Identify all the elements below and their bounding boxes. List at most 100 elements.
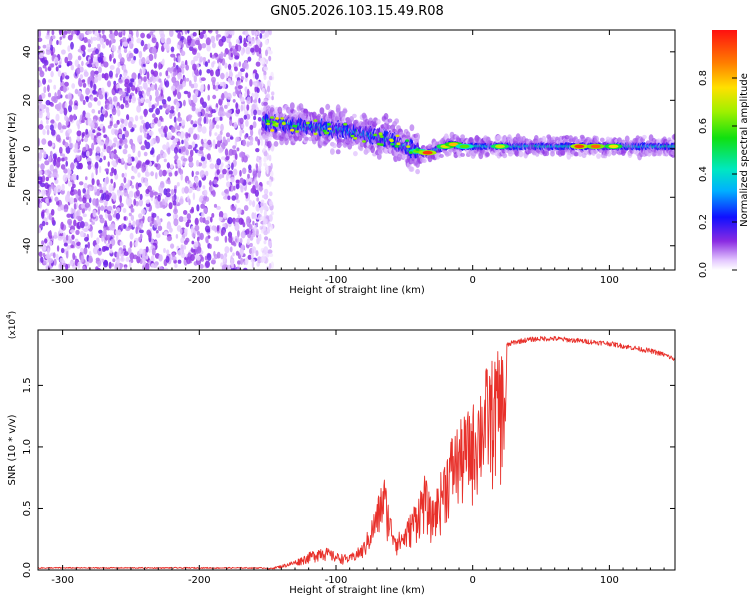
spectrogram-noise-cell bbox=[70, 162, 75, 171]
spectrogram-noise-cell bbox=[268, 253, 274, 257]
spectrogram-noise-cell bbox=[206, 153, 211, 161]
colorbar-label: Normalized spectral amplitude bbox=[739, 73, 750, 227]
spectrogram-noise-cell bbox=[190, 120, 194, 125]
spectrogram-noise-cell bbox=[156, 204, 161, 209]
spectrogram-noise-cell bbox=[39, 224, 43, 229]
spectrogram-noise-cell bbox=[80, 247, 84, 253]
spectrogram-noise-cell bbox=[247, 173, 250, 179]
spectrogram-ridge-speck bbox=[305, 121, 310, 125]
spectrogram-noise-cell bbox=[240, 249, 244, 257]
spectrogram-noise-cell bbox=[243, 103, 246, 112]
spectrogram-noise-cell bbox=[228, 109, 232, 114]
spectrogram-noise-cell bbox=[49, 124, 54, 131]
spectrogram-noise-cell bbox=[181, 81, 187, 87]
spectrogram-noise-cell bbox=[75, 229, 80, 235]
spectrogram-halo-cell bbox=[502, 153, 508, 159]
spectrogram-noise-cell bbox=[232, 145, 237, 150]
spectrogram-noise-cell bbox=[205, 236, 209, 244]
spectrogram-noise-cell bbox=[264, 31, 270, 38]
spectrogram-noise-cell bbox=[45, 51, 51, 55]
spectrogram-noise-cell bbox=[131, 126, 135, 132]
spectrogram-noise-cell bbox=[110, 115, 114, 122]
spectrogram-ridge-speck bbox=[394, 145, 399, 148]
spectrogram-noise-cell bbox=[47, 30, 50, 34]
spectrogram-noise-cell bbox=[148, 248, 151, 253]
spectrogram-noise-cell bbox=[95, 146, 101, 154]
spectrogram-noise-cell bbox=[67, 128, 72, 134]
snr-x-tick-label: -200 bbox=[188, 575, 211, 586]
spectrogram-noise-cell bbox=[220, 229, 224, 237]
spectrogram-noise-cell bbox=[121, 157, 125, 164]
spectrogram-noise-cell bbox=[116, 105, 120, 114]
spectrogram-noise-cell bbox=[117, 158, 122, 164]
spectrogram-noise-cell bbox=[94, 244, 100, 250]
spectrogram-noise-cell bbox=[77, 91, 81, 97]
spectrogram-noise-cell bbox=[145, 121, 150, 130]
spectrogram-noise-cell bbox=[42, 129, 46, 136]
spectrogram-noise-cell bbox=[139, 125, 143, 133]
spectrogram-noise-cell bbox=[192, 48, 197, 55]
spectrogram-ridge-speck bbox=[353, 137, 358, 140]
spectrogram-ridge-speck bbox=[275, 117, 279, 120]
spectrogram-noise-cell bbox=[48, 258, 54, 264]
snr-y-tick-label: 1.0 bbox=[22, 439, 33, 455]
spectrogram-noise-cell bbox=[98, 66, 102, 74]
colorbar-ticks: 0.00.20.40.60.8 bbox=[698, 70, 737, 278]
spectrogram-noise-cell bbox=[239, 177, 244, 184]
spectrogram-noise-cell bbox=[174, 185, 178, 190]
spectrogram-noise-cell bbox=[74, 88, 79, 95]
spectrogram-noise-cell bbox=[231, 149, 237, 156]
spectrogram-ridge-speck bbox=[293, 124, 298, 128]
spectrogram-noise-cell bbox=[195, 171, 200, 176]
spectrogram-ridge-speck bbox=[373, 133, 378, 137]
spectrogram-image bbox=[38, 30, 675, 270]
spectrogram-noise-cell bbox=[212, 139, 216, 148]
spectrogram-noise-cell bbox=[163, 188, 168, 196]
spectrogram-noise-cell bbox=[230, 267, 236, 270]
spectrogram-noise-cell bbox=[263, 202, 267, 209]
spectrogram-noise-cell bbox=[106, 234, 111, 239]
spectrogram-noise-cell bbox=[93, 186, 98, 193]
spectrogram-noise-cell bbox=[73, 219, 77, 227]
spectrogram-noise-cell bbox=[241, 76, 245, 80]
spectrogram-noise-cell bbox=[46, 43, 51, 51]
spectrogram-noise-cell bbox=[122, 72, 128, 77]
spectrogram-noise-cell bbox=[222, 168, 227, 175]
spectrogram-noise-cell bbox=[101, 43, 106, 49]
spectrogram-noise-cell bbox=[255, 228, 259, 236]
spectrogram-noise-cell bbox=[92, 36, 97, 41]
spectrogram-noise-cell bbox=[198, 43, 202, 51]
spectrogram-noise-cell bbox=[60, 75, 63, 83]
spectrogram-noise-cell bbox=[187, 91, 191, 99]
spectrogram-noise-cell bbox=[82, 213, 87, 218]
spectrogram-noise-cell bbox=[138, 199, 143, 207]
spectrogram-noise-cell bbox=[80, 203, 86, 209]
spectrogram-noise-cell bbox=[117, 53, 122, 59]
spectrogram-noise-cell bbox=[50, 70, 54, 78]
spectrogram-noise-cell bbox=[267, 222, 272, 228]
spectrogram-noise-cell bbox=[137, 172, 141, 178]
spectrogram-noise-cell bbox=[96, 267, 101, 270]
spectrogram-noise-cell bbox=[107, 161, 110, 167]
spectrogram-halo-cell bbox=[514, 149, 520, 157]
spectrogram-noise-cell bbox=[254, 82, 258, 87]
spectrogram-noise-cell bbox=[221, 92, 225, 101]
spectrogram-ridge-speck bbox=[396, 142, 401, 145]
spectrogram-noise-cell bbox=[154, 83, 158, 91]
spectrogram-noise-cell bbox=[222, 223, 226, 227]
spectrogram-noise-cell bbox=[129, 94, 132, 100]
spectrogram-noise-cell bbox=[104, 72, 109, 81]
spectrogram-halo-cell bbox=[332, 142, 337, 149]
spectrogram-noise-cell bbox=[180, 237, 185, 244]
spectrogram-noise-cell bbox=[128, 82, 133, 88]
spectrogram-noise-cell bbox=[49, 164, 54, 172]
spectrogram-noise-cell bbox=[226, 138, 231, 143]
spectrogram-noise-cell bbox=[131, 208, 135, 213]
spectrogram-noise-cell bbox=[165, 255, 170, 263]
spectrogram-noise-cell bbox=[38, 138, 41, 146]
spectrogram-noise-cell bbox=[144, 177, 148, 184]
spectrogram-ridge-speck bbox=[379, 135, 384, 138]
spectrogram-noise-cell bbox=[110, 153, 114, 160]
spectrogram-noise-cell bbox=[133, 198, 137, 206]
spectrogram-noise-cell bbox=[235, 179, 240, 184]
